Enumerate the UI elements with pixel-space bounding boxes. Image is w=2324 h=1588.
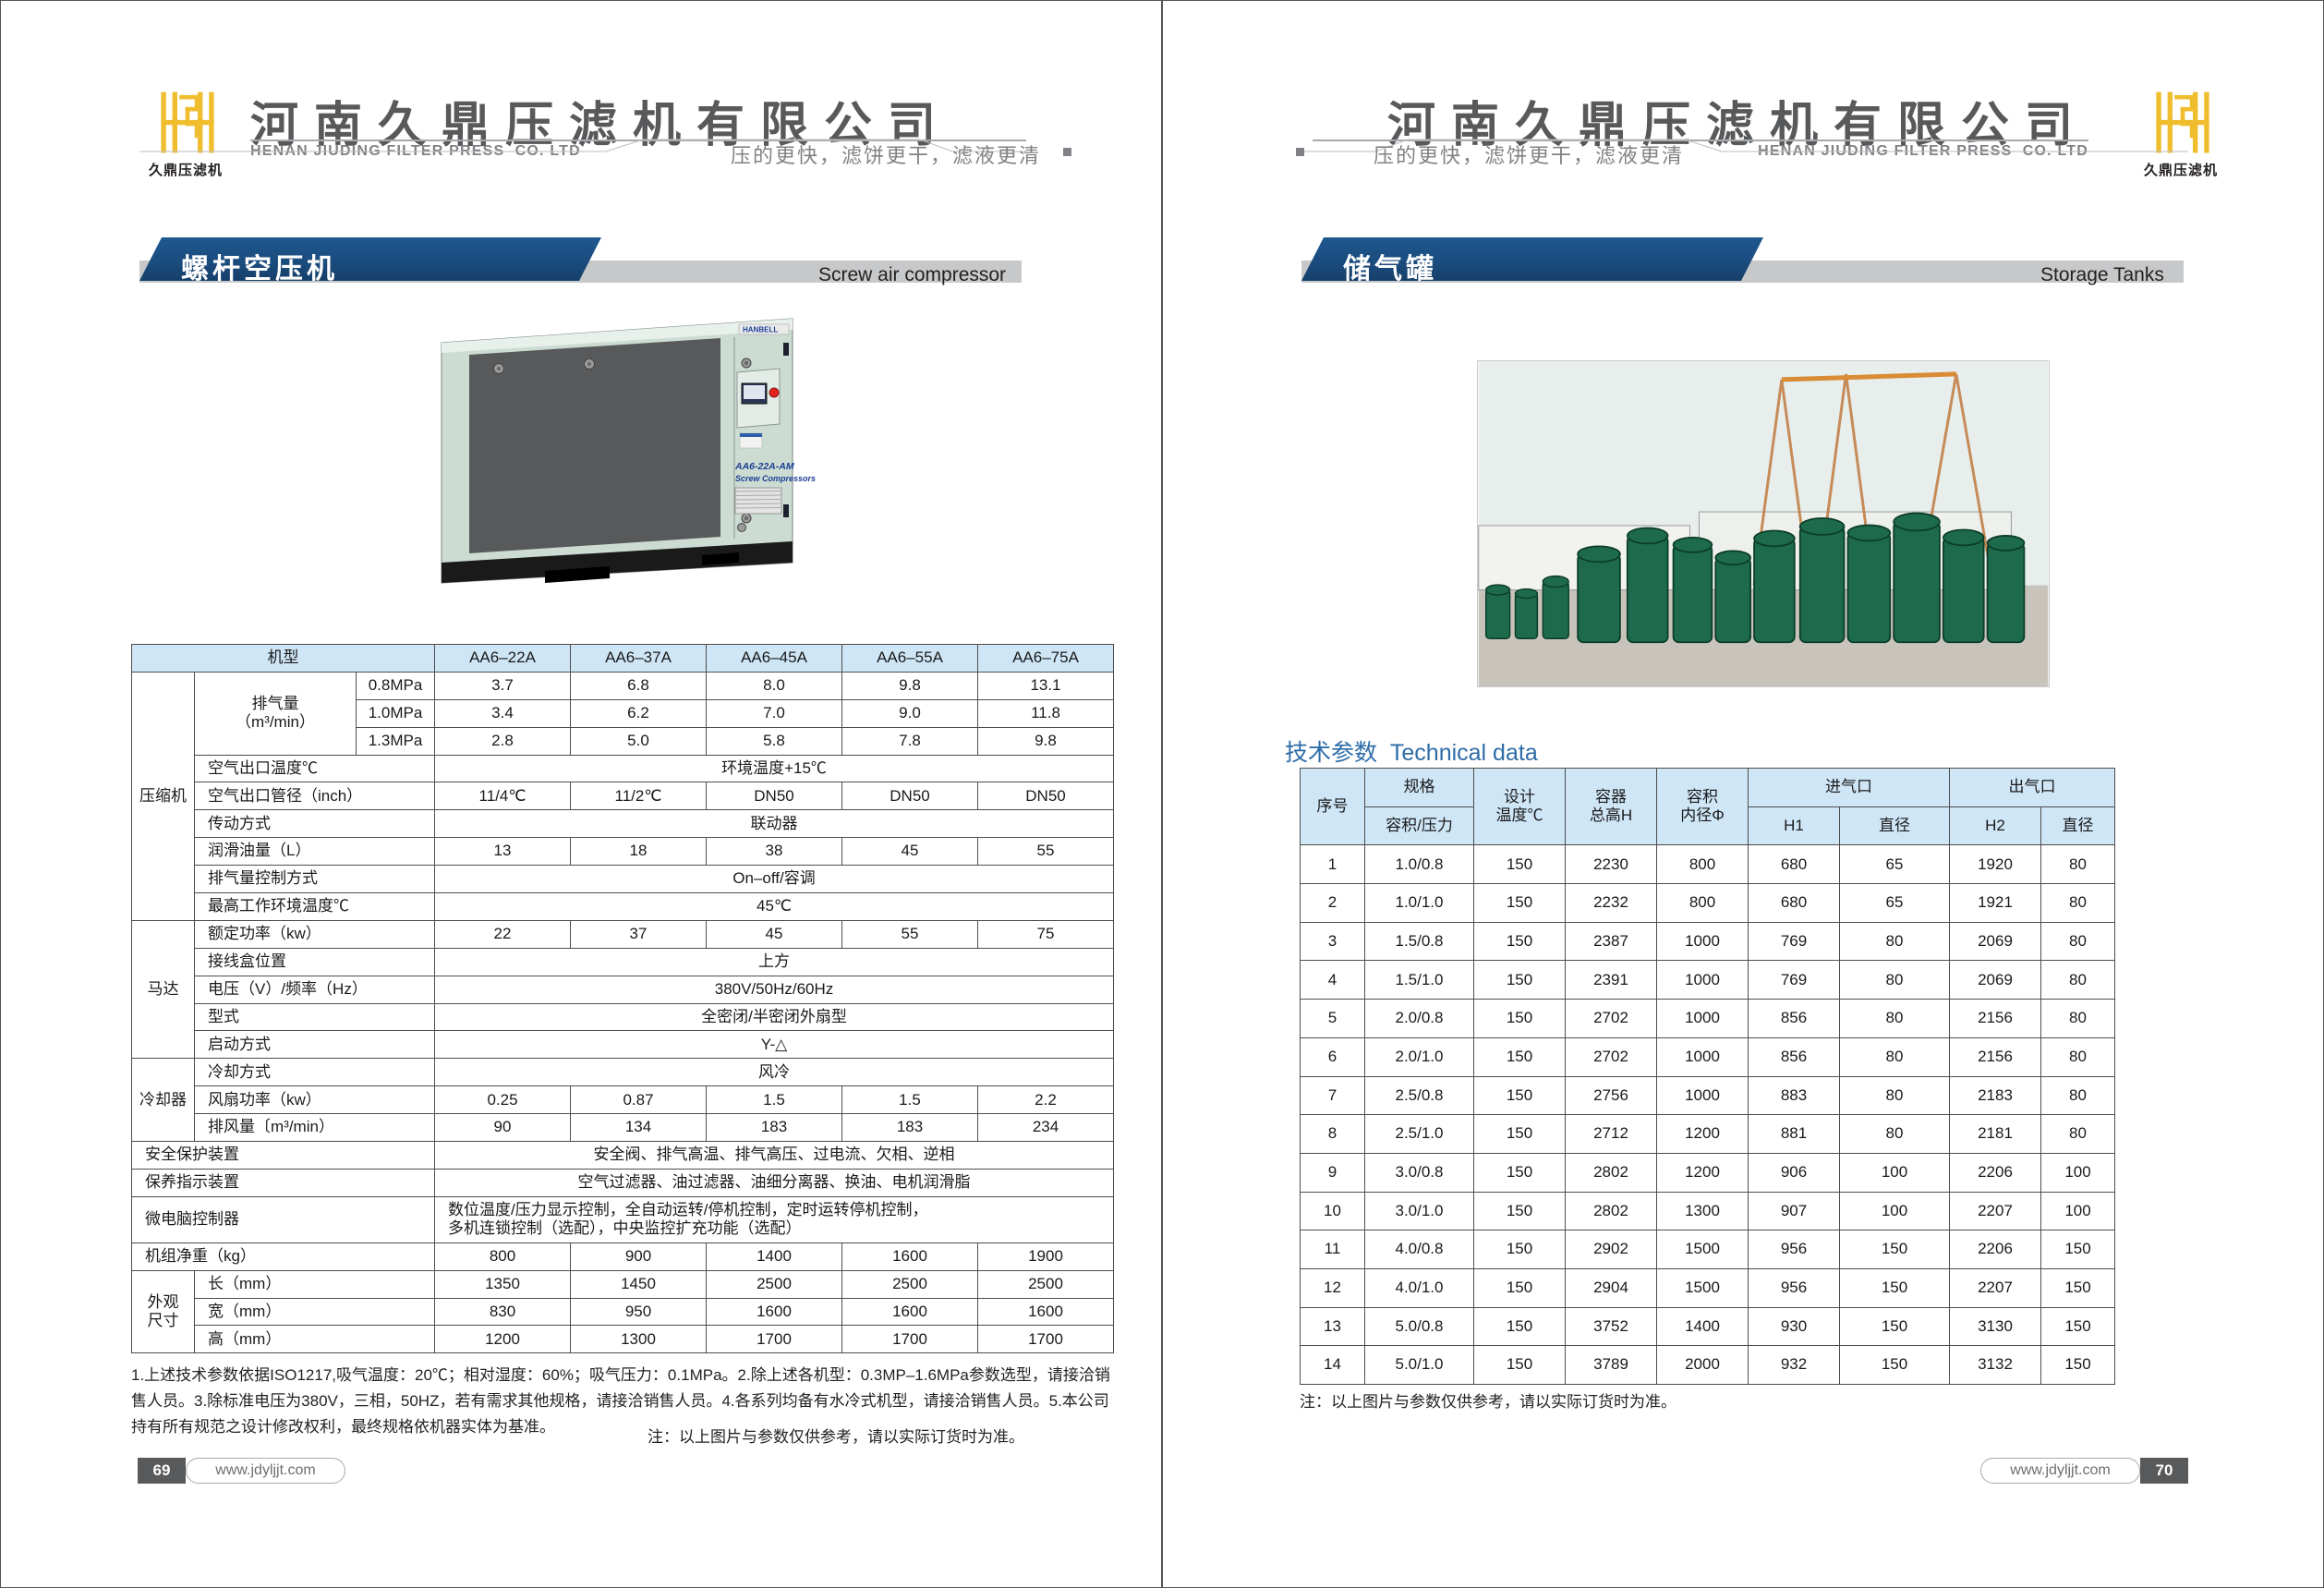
svg-text:HANBELL: HANBELL [743,326,778,334]
svg-text:AA6-22A-AM: AA6-22A-AM [734,461,794,472]
svg-text:Screw Compressors: Screw Compressors [735,474,816,483]
